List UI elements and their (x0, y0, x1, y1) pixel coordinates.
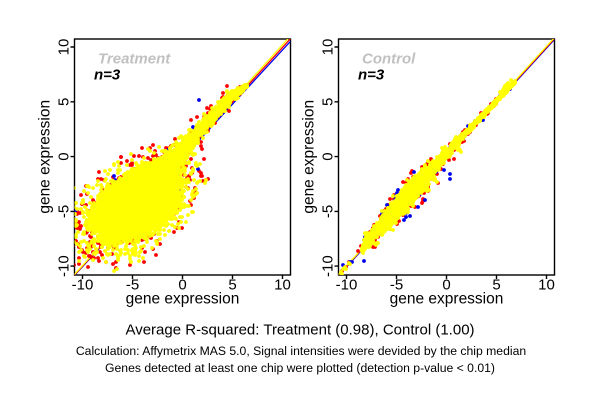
svg-text:5: 5 (228, 277, 236, 294)
svg-text:Control: Control (362, 51, 416, 68)
svg-text:-5: -5 (390, 277, 403, 294)
svg-text:10: 10 (320, 39, 337, 56)
svg-text:gene expression: gene expression (390, 291, 504, 308)
svg-text:gene expression: gene expression (37, 100, 54, 214)
svg-text:gene expression: gene expression (301, 100, 318, 214)
svg-text:-10: -10 (320, 255, 337, 277)
svg-text:5: 5 (492, 277, 500, 294)
svg-text:-10: -10 (72, 277, 94, 294)
svg-text:-5: -5 (320, 205, 337, 218)
svg-text:-5: -5 (126, 277, 139, 294)
svg-text:-10: -10 (336, 277, 358, 294)
svg-text:10: 10 (274, 277, 291, 294)
svg-text:n=3: n=3 (358, 67, 385, 84)
svg-text:-10: -10 (56, 255, 73, 277)
svg-text:Genes detected at least one ch: Genes detected at least one chip were pl… (105, 361, 495, 375)
svg-text:-5: -5 (56, 205, 73, 218)
svg-text:Treatment: Treatment (98, 51, 171, 68)
svg-text:0: 0 (442, 277, 450, 294)
svg-text:Average R-squared: Treatment (: Average R-squared: Treatment (0.98), Con… (125, 322, 474, 339)
svg-text:10: 10 (56, 39, 73, 56)
svg-text:0: 0 (178, 277, 186, 294)
svg-text:gene expression: gene expression (126, 291, 240, 308)
svg-text:0: 0 (320, 152, 337, 160)
svg-text:0: 0 (56, 152, 73, 160)
svg-text:10: 10 (538, 277, 555, 294)
svg-text:5: 5 (320, 98, 337, 106)
svg-text:Calculation: Affymetrix MAS 5.: Calculation: Affymetrix MAS 5.0, Signal … (76, 344, 526, 358)
svg-text:5: 5 (56, 98, 73, 106)
svg-text:n=3: n=3 (94, 67, 121, 84)
